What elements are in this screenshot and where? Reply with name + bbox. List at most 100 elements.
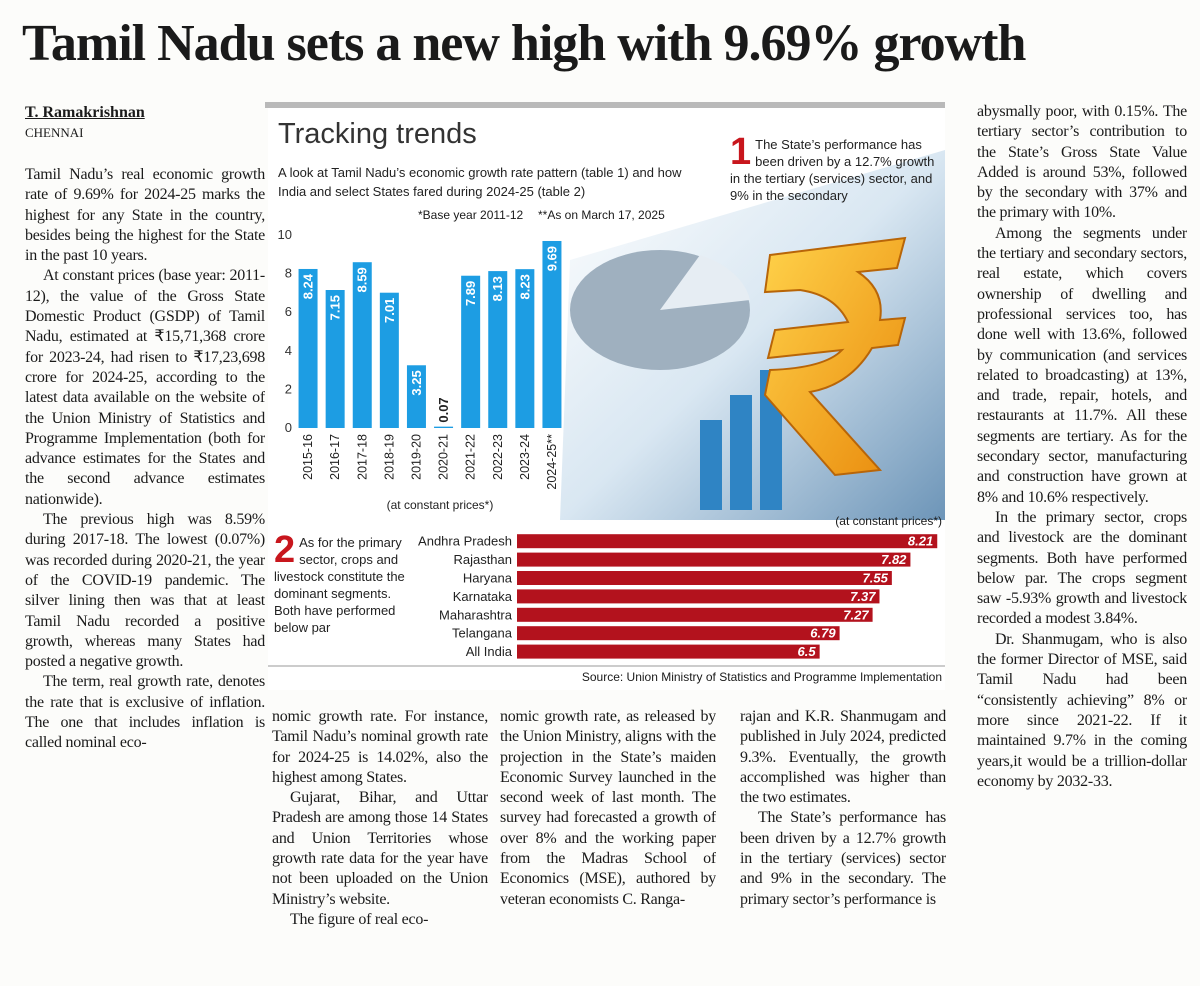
paragraph: The figure of real eco-: [290, 910, 429, 928]
pie-slice: [660, 255, 750, 310]
y-tick-label: Telangana: [452, 626, 513, 641]
deco-bar: [730, 395, 752, 510]
bar: [488, 271, 508, 428]
dateline: CHENNAI: [25, 125, 84, 140]
bar: [434, 426, 454, 428]
illustration-bg: [560, 150, 945, 520]
x-tick-label: 2018-19: [382, 434, 396, 480]
x-tick-label: 2024-25**: [545, 434, 559, 490]
bar: [542, 240, 562, 428]
y-tick-label: Maharashtra: [439, 607, 513, 622]
data-label: 7.82: [881, 552, 907, 567]
y-tick-label: 4: [285, 343, 292, 358]
y-tick-label: Haryana: [463, 571, 513, 586]
text-column: Tamil Nadu’s real economic growth rate o…: [25, 165, 265, 983]
bar: [461, 275, 481, 428]
y-tick-label: Karnataka: [453, 589, 513, 604]
text-column: nomic growth rate. For instance, Tamil N…: [272, 707, 488, 985]
x-tick-label: 2022-23: [491, 434, 505, 480]
paragraph: In the primary sector, crops and livesto…: [977, 508, 1187, 628]
bar: [515, 269, 535, 428]
callout: 2 As for the primary sector, crops and li…: [274, 529, 414, 636]
x-tick-label: 2020-21: [437, 434, 451, 480]
data-label: 7.15: [328, 295, 343, 320]
callout-text: The State’s performance has been driven …: [730, 137, 935, 203]
data-label: 8.59: [355, 267, 370, 292]
bar: [352, 262, 372, 428]
x-tick-label: 2017-18: [355, 434, 369, 480]
data-label: 8.23: [517, 274, 532, 299]
bar: [517, 534, 938, 549]
bar: [298, 268, 318, 428]
y-tick-label: 6: [285, 304, 292, 319]
paragraph: The State’s performance has been driven …: [740, 809, 946, 908]
paragraph: Dr. Shanmugam, who is also the former Di…: [977, 630, 1187, 790]
data-label: 0.07: [436, 397, 451, 422]
x-axis-label: (at constant prices*): [387, 498, 494, 512]
paragraph: At constant prices (base year: 2011-12),…: [25, 267, 265, 508]
paragraph: The previous high was 8.59% during 2017-…: [25, 511, 265, 671]
data-label: 8.24: [301, 273, 316, 299]
rupee-graphic: [763, 236, 907, 477]
bar: [517, 589, 880, 604]
paragraph: nomic growth rate. For instance, Tamil N…: [272, 708, 488, 786]
bar: [517, 571, 892, 585]
top-rule: [265, 102, 945, 108]
data-label: 8.21: [908, 534, 933, 549]
x-tick-label: 2015-16: [301, 434, 315, 480]
data-label: 7.27: [843, 607, 869, 622]
data-label: 7.01: [382, 298, 397, 323]
deco-bar: [700, 420, 722, 510]
text-column: nomic growth rate, as released by the Un…: [500, 707, 716, 985]
bar: [517, 607, 873, 622]
x-tick-label: 2016-17: [328, 434, 342, 480]
data-label: 8.13: [490, 276, 505, 301]
y-tick-label: Andhra Pradesh: [418, 534, 512, 549]
x-tick-label: 2023-24: [518, 434, 532, 480]
data-label: 9.69: [544, 246, 559, 271]
callout-number: 1: [730, 131, 752, 173]
y-tick-label: 10: [278, 227, 292, 242]
paragraph: abysmally poor, with 0.15%. The tertiary…: [977, 103, 1187, 222]
chart-note: (at constant prices*): [835, 514, 942, 528]
callout-text: As for the primary sector, crops and liv…: [274, 535, 405, 635]
paragraph: The term, real growth rate, denotes the …: [25, 673, 265, 752]
y-tick-label: All India: [466, 644, 513, 659]
data-label: 7.37: [850, 589, 876, 604]
bar: [517, 626, 840, 641]
bar: [379, 292, 399, 428]
illustration: [560, 150, 945, 520]
callout-number: 2: [274, 529, 296, 571]
data-label: 6.79: [810, 626, 836, 641]
source: Source: Union Ministry of Statistics and…: [581, 670, 942, 684]
paragraph: rajan and K.R. Shanmugam and published i…: [740, 708, 946, 807]
callout: 1 The State’s performance has been driven…: [730, 131, 935, 204]
bar: [406, 365, 426, 428]
bar: [325, 290, 345, 428]
paragraph: Tamil Nadu’s real economic growth rate o…: [25, 166, 265, 265]
data-label: 7.55: [863, 571, 889, 586]
y-tick-label: Rajasthan: [453, 552, 512, 567]
headline: Tamil Nadu sets a new high with 9.69% gr…: [22, 15, 1026, 72]
paragraph: Among the segments under the tertiary an…: [977, 224, 1187, 506]
infographic-title: Tracking trends: [278, 118, 477, 150]
note: **As on March 17, 2025: [538, 208, 665, 222]
data-label: 7.89: [463, 281, 478, 306]
text-column: abysmally poor, with 0.15%. The tertiary…: [977, 102, 1187, 984]
note: *Base year 2011-12: [418, 208, 524, 222]
y-tick-label: 2: [285, 381, 292, 396]
x-tick-label: 2021-22: [464, 434, 478, 480]
data-label: 6.5: [798, 644, 817, 659]
y-tick-label: 8: [285, 266, 292, 281]
x-tick-label: 2019-20: [409, 434, 423, 480]
paragraph: Gujarat, Bihar, and Uttar Pradesh are am…: [272, 789, 488, 908]
y-tick-label: 0: [285, 420, 292, 435]
bar: [517, 644, 820, 659]
paragraph: nomic growth rate, as released by the Un…: [500, 708, 716, 908]
bar: [517, 552, 911, 567]
infographic-subtitle: A look at Tamil Nadu’s economic growth r…: [278, 165, 682, 199]
data-label: 3.25: [409, 370, 424, 395]
text-column: rajan and K.R. Shanmugam and published i…: [740, 707, 946, 985]
